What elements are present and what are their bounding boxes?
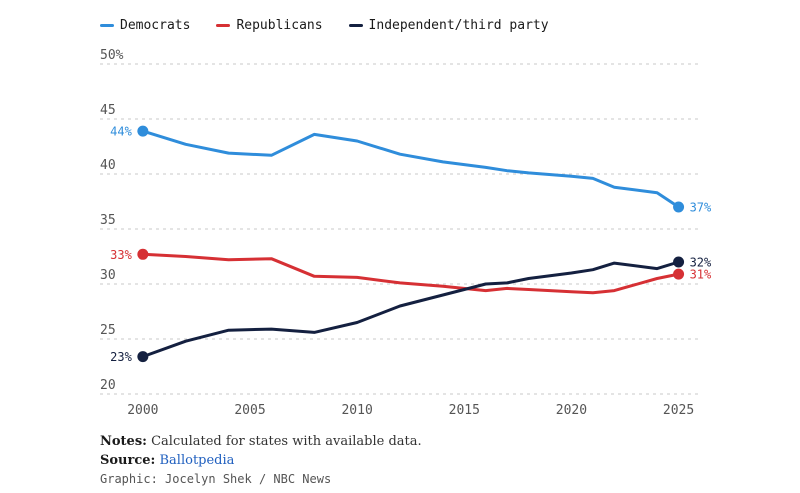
end-point-independent-third-party (673, 256, 685, 268)
y-tick-label: 45 (100, 103, 116, 118)
start-point-independent-third-party (137, 351, 149, 363)
x-tick-label: 2010 (341, 403, 372, 418)
legend-swatch (100, 24, 114, 27)
source-line: Source: Ballotpedia (100, 451, 422, 470)
y-tick-label: 35 (100, 213, 116, 228)
notes-text: Calculated for states with available dat… (151, 434, 422, 449)
end-label-democrats: 37% (690, 201, 712, 215)
y-tick-label: 40 (100, 158, 116, 173)
x-tick-label: 2000 (127, 403, 158, 418)
y-tick-label: 30 (100, 268, 116, 283)
legend-item-republicans: Republicans (216, 18, 323, 33)
end-label-independent-third-party: 32% (690, 256, 712, 270)
start-point-democrats (137, 125, 149, 137)
legend-label: Republicans (236, 18, 323, 33)
chart-legend: Democrats Republicans Independent/third pa… (100, 18, 575, 33)
start-point-republicans (137, 248, 149, 260)
y-tick-label: 25 (100, 323, 116, 338)
start-label-republicans: 33% (110, 248, 132, 262)
x-tick-label: 2005 (234, 403, 265, 418)
y-tick-label: 20 (100, 378, 116, 393)
x-tick-label: 2020 (556, 403, 587, 418)
graphic-credit: Graphic: Jocelyn Shek / NBC News (100, 472, 332, 486)
chart-footer: Notes: Calculated for states with availa… (100, 432, 422, 489)
notes-line: Notes: Calculated for states with availa… (100, 432, 422, 451)
source-link[interactable]: Ballotpedia (159, 453, 235, 468)
start-label-independent-third-party: 23% (110, 350, 132, 364)
end-point-republicans (673, 268, 685, 280)
series-line-independent-third-party (141, 260, 681, 359)
legend-swatch (216, 24, 231, 27)
legend-label: Independent/third party (368, 18, 549, 33)
legend-item-democrats: Democrats (100, 18, 190, 33)
series-line-republicans (141, 252, 681, 295)
end-label-republicans: 31% (690, 268, 712, 282)
end-point-democrats (673, 201, 685, 213)
start-label-democrats: 44% (110, 125, 132, 139)
y-tick-label: 50% (100, 48, 124, 63)
legend-item-independent-third-party: Independent/third party (348, 18, 549, 33)
legend-label: Democrats (120, 18, 191, 33)
source-label: Source: (100, 453, 156, 468)
series-line-democrats (141, 129, 681, 209)
notes-label: Notes: (100, 434, 147, 449)
x-tick-label: 2015 (449, 403, 480, 418)
x-tick-label: 2025 (663, 403, 694, 418)
legend-swatch (348, 24, 363, 27)
